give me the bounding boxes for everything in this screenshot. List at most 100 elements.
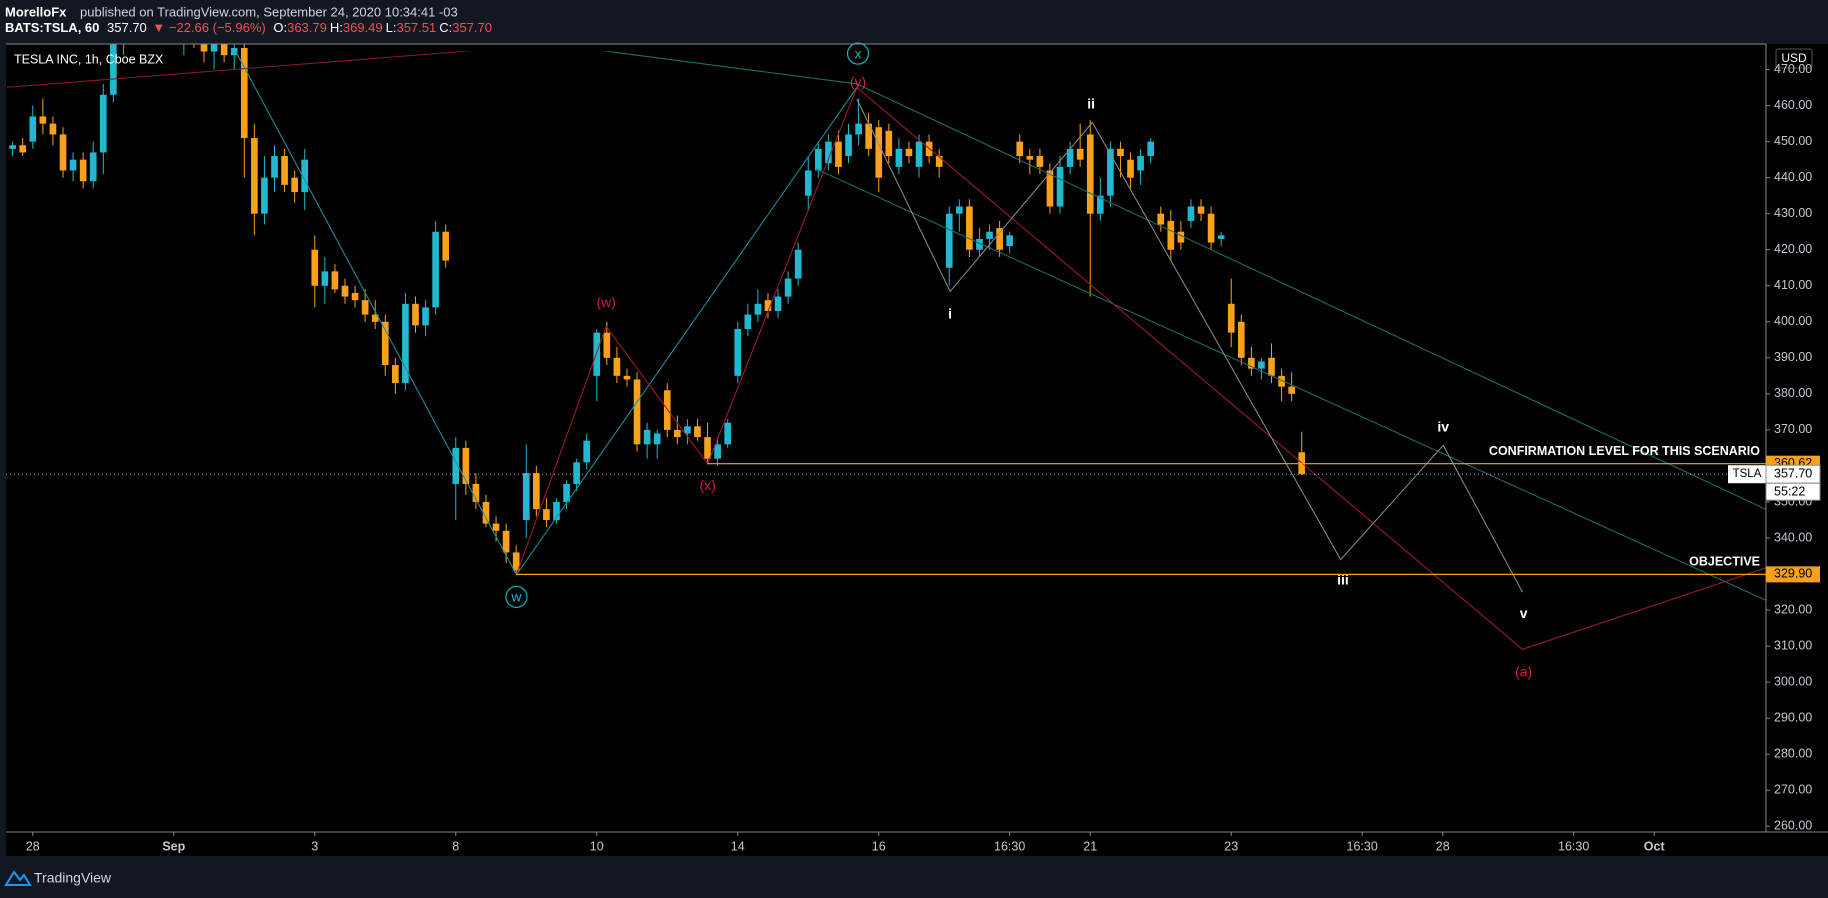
candle-body (704, 437, 711, 459)
candle-body (825, 141, 832, 164)
x-tick-label: 28 (1436, 839, 1450, 853)
candle-body (945, 213, 953, 268)
countdown-box (1765, 482, 1821, 501)
candle-body (573, 462, 580, 484)
wave-label: i (948, 305, 952, 321)
ohlc-value: 357.51 (396, 20, 436, 35)
author: MorelloFx (5, 4, 67, 19)
candle-body (271, 156, 278, 178)
y-tick-label: 320.00 (1774, 602, 1812, 616)
candle-body (512, 552, 520, 571)
y-tick-label: 380.00 (1774, 386, 1812, 400)
wave-label: (a) (1515, 663, 1532, 679)
candle-body (1227, 303, 1235, 333)
candle-body (301, 159, 309, 193)
wave-line (515, 86, 1767, 650)
y-tick-label: 310.00 (1774, 638, 1812, 652)
candle-body (734, 329, 742, 376)
wave-label: (y) (850, 73, 866, 89)
candle-body (935, 156, 943, 167)
candle-body (623, 375, 631, 380)
candle-body (814, 148, 822, 171)
symbol: BATS:TSLA, 60 (5, 20, 99, 35)
wave-label: v (1520, 605, 1528, 621)
candle-body (381, 321, 389, 366)
candle-body (835, 141, 842, 167)
ohlc-label: L: (386, 20, 397, 35)
y-tick-label: 260.00 (1774, 819, 1812, 833)
candle-body (99, 94, 107, 153)
candle-body (110, 44, 117, 95)
candle-body (633, 379, 641, 445)
x-tick-label: 3 (311, 839, 318, 853)
y-tick-label: 390.00 (1774, 350, 1812, 364)
ohlc-label: O: (273, 20, 287, 35)
candle-body (442, 231, 450, 261)
candle-body (855, 123, 862, 135)
currency-button[interactable] (1775, 48, 1813, 69)
candle-body (1177, 231, 1185, 243)
candle-body (1076, 148, 1084, 160)
candle-body (986, 231, 993, 239)
label-circle (505, 585, 528, 608)
y-tick-label: 420.00 (1774, 242, 1812, 256)
y-tick-label: 440.00 (1774, 170, 1812, 184)
y-tick-label: 450.00 (1774, 134, 1812, 148)
candle-body (774, 296, 782, 311)
last-price-label: 357.70 (1774, 467, 1812, 481)
x-tick-label: Sep (162, 839, 185, 853)
currency[interactable]: USD (1781, 51, 1807, 65)
candle-body (1117, 148, 1124, 157)
candle-body (240, 47, 248, 139)
x-tick-label: 14 (731, 839, 745, 853)
published: published on TradingView.com, September … (80, 4, 458, 19)
candle-body (754, 303, 762, 315)
candle-body (553, 501, 560, 520)
wave-label: iii (1337, 571, 1349, 587)
candle-body (1006, 235, 1013, 247)
candle-body (543, 509, 550, 520)
candle-body (643, 429, 651, 445)
candle-body (321, 271, 329, 286)
change: ▼ −22.66 (−5.96%) (152, 20, 265, 35)
candle-body (452, 447, 460, 484)
wave-label: iv (1437, 419, 1449, 435)
candle-body (1036, 156, 1044, 167)
last-price: 357.70 (107, 20, 147, 35)
countdown-label: 55:22 (1774, 485, 1805, 499)
x-tick-label: 16:30 (1347, 839, 1378, 853)
candle-body (1056, 166, 1064, 207)
candle-body (502, 530, 510, 553)
logo-icon (4, 870, 32, 886)
channel-line (815, 168, 1767, 601)
x-tick-label: 28 (26, 839, 40, 853)
candle-body (210, 44, 218, 52)
candle-body (220, 44, 228, 56)
ohlc-value: 357.70 (452, 20, 492, 35)
level-price-label: 329.90 (1774, 567, 1812, 581)
candle-body (653, 433, 661, 445)
candle-body (49, 123, 57, 135)
candle-body (1066, 148, 1074, 167)
label-circle (846, 42, 870, 65)
y-tick-label: 340.00 (1774, 530, 1812, 544)
candle-body (603, 332, 611, 358)
candle-body (895, 148, 903, 167)
y-tick-label: 290.00 (1774, 710, 1812, 724)
candle-body (281, 156, 288, 185)
candle-body (311, 249, 319, 286)
candle-body (1107, 148, 1114, 196)
brand: TradingView (34, 870, 112, 886)
y-tick-label: 410.00 (1774, 278, 1812, 292)
candle-body (1217, 235, 1225, 239)
wave-label: ii (1087, 96, 1095, 112)
candle-body (583, 440, 591, 463)
symbol-label: TSLA (1733, 468, 1762, 480)
candle-body (1288, 386, 1295, 394)
candle-body (613, 357, 621, 376)
time-axis-background (6, 832, 1828, 856)
candle-body (9, 145, 16, 149)
candle-body (1258, 361, 1265, 369)
ohlc-value: 369.49 (343, 20, 383, 35)
